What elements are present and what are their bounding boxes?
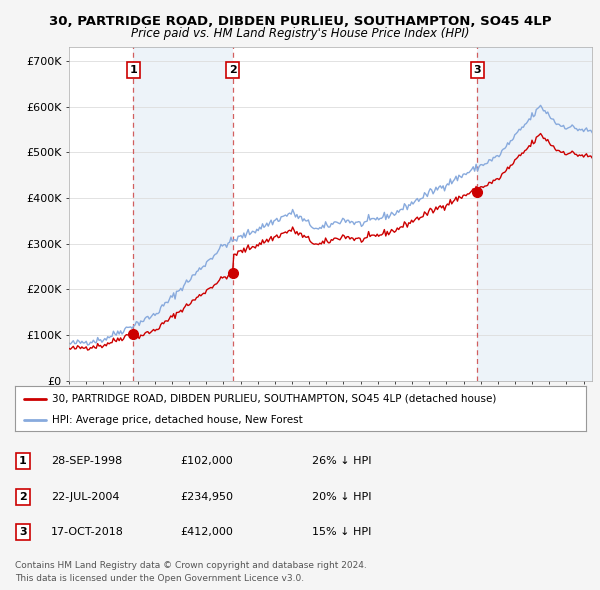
Text: HPI: Average price, detached house, New Forest: HPI: Average price, detached house, New … bbox=[52, 415, 303, 425]
Text: 28-SEP-1998: 28-SEP-1998 bbox=[51, 457, 122, 466]
Text: 2: 2 bbox=[229, 65, 236, 75]
Bar bbox=[477, 47, 592, 381]
Text: 1: 1 bbox=[19, 457, 26, 466]
Text: 3: 3 bbox=[19, 527, 26, 537]
Text: £234,950: £234,950 bbox=[180, 492, 233, 502]
Text: £102,000: £102,000 bbox=[180, 457, 233, 466]
Text: 3: 3 bbox=[473, 65, 481, 75]
Text: £412,000: £412,000 bbox=[180, 527, 233, 537]
Text: 30, PARTRIDGE ROAD, DIBDEN PURLIEU, SOUTHAMPTON, SO45 4LP (detached house): 30, PARTRIDGE ROAD, DIBDEN PURLIEU, SOUT… bbox=[52, 394, 497, 404]
Text: 26% ↓ HPI: 26% ↓ HPI bbox=[312, 457, 371, 466]
Text: 2: 2 bbox=[19, 492, 26, 502]
Bar bbox=[133, 47, 233, 381]
Text: 15% ↓ HPI: 15% ↓ HPI bbox=[312, 527, 371, 537]
Text: This data is licensed under the Open Government Licence v3.0.: This data is licensed under the Open Gov… bbox=[15, 574, 304, 583]
Text: 22-JUL-2004: 22-JUL-2004 bbox=[51, 492, 119, 502]
Text: 1: 1 bbox=[129, 65, 137, 75]
Text: 30, PARTRIDGE ROAD, DIBDEN PURLIEU, SOUTHAMPTON, SO45 4LP: 30, PARTRIDGE ROAD, DIBDEN PURLIEU, SOUT… bbox=[49, 15, 551, 28]
Text: 20% ↓ HPI: 20% ↓ HPI bbox=[312, 492, 371, 502]
Text: 17-OCT-2018: 17-OCT-2018 bbox=[51, 527, 124, 537]
Text: Price paid vs. HM Land Registry's House Price Index (HPI): Price paid vs. HM Land Registry's House … bbox=[131, 27, 469, 40]
Text: Contains HM Land Registry data © Crown copyright and database right 2024.: Contains HM Land Registry data © Crown c… bbox=[15, 561, 367, 570]
